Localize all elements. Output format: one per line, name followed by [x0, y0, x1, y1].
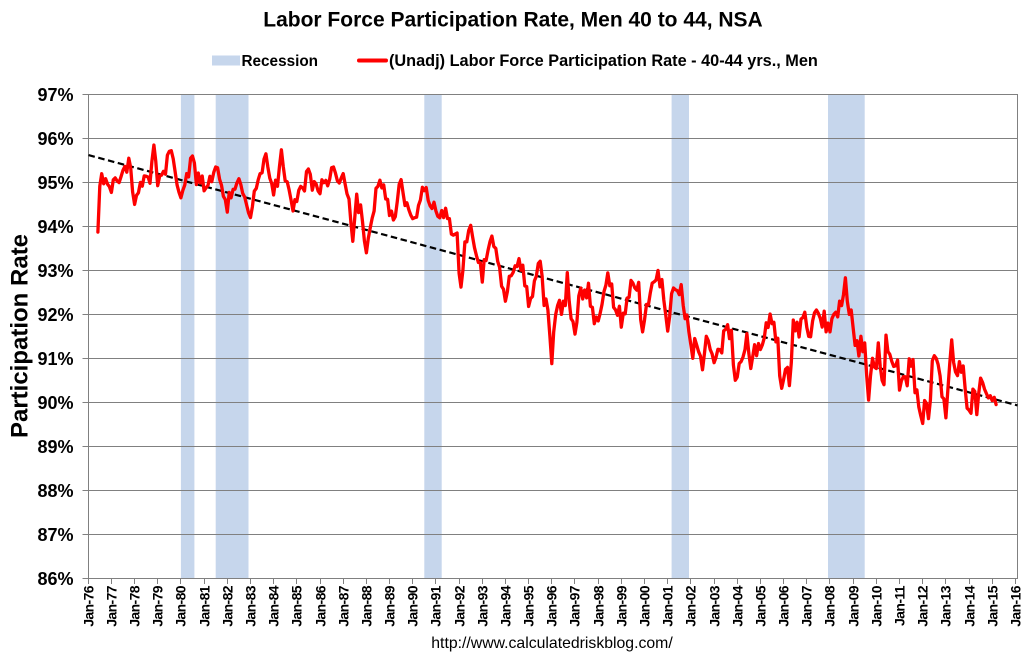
svg-text:96%: 96% [37, 129, 73, 149]
svg-text:Jan-16: Jan-16 [1008, 585, 1024, 627]
svg-text:Jan-86: Jan-86 [313, 585, 329, 627]
svg-text:Jan-98: Jan-98 [591, 585, 607, 627]
svg-text:97%: 97% [37, 85, 73, 105]
svg-text:Jan-96: Jan-96 [544, 585, 560, 627]
svg-text:88%: 88% [37, 481, 73, 501]
svg-text:Jan-78: Jan-78 [127, 585, 143, 627]
svg-text:Jan-99: Jan-99 [614, 585, 630, 627]
svg-text:Jan-94: Jan-94 [498, 585, 514, 627]
svg-text:Jan-83: Jan-83 [243, 585, 259, 627]
svg-text:Jan-95: Jan-95 [521, 585, 537, 627]
svg-text:Jan-09: Jan-09 [846, 585, 862, 627]
svg-text:94%: 94% [37, 217, 73, 237]
svg-text:Jan-10: Jan-10 [869, 585, 885, 627]
svg-text:Jan-93: Jan-93 [475, 585, 491, 627]
svg-text:Jan-80: Jan-80 [173, 585, 189, 627]
svg-text:Jan-05: Jan-05 [753, 585, 769, 627]
svg-text:Jan-88: Jan-88 [359, 585, 375, 627]
svg-text:(Unadj) Labor Force Participat: (Unadj) Labor Force Participation Rate -… [389, 52, 818, 70]
svg-text:Jan-85: Jan-85 [289, 585, 305, 627]
svg-text:Recession: Recession [242, 53, 319, 70]
svg-text:Jan-79: Jan-79 [150, 585, 166, 627]
svg-text:87%: 87% [37, 525, 73, 545]
svg-text:Jan-89: Jan-89 [382, 585, 398, 627]
svg-text:Jan-06: Jan-06 [776, 585, 792, 627]
svg-text:Jan-13: Jan-13 [938, 585, 954, 627]
svg-text:Jan-15: Jan-15 [985, 585, 1001, 627]
svg-text:90%: 90% [37, 393, 73, 413]
svg-text:Labor Force Participation Rate: Labor Force Participation Rate, Men 40 t… [263, 9, 762, 32]
svg-text:89%: 89% [37, 437, 73, 457]
svg-text:Jan-08: Jan-08 [822, 585, 838, 627]
svg-text:Jan-92: Jan-92 [452, 585, 468, 627]
svg-text:Jan-00: Jan-00 [637, 585, 653, 627]
svg-text:Jan-90: Jan-90 [405, 585, 421, 627]
svg-text:Jan-07: Jan-07 [799, 585, 815, 627]
svg-text:95%: 95% [37, 173, 73, 193]
svg-text:Participation Rate: Participation Rate [7, 234, 34, 438]
svg-text:Jan-01: Jan-01 [660, 585, 676, 627]
svg-text:Jan-12: Jan-12 [915, 585, 931, 627]
svg-text:91%: 91% [37, 349, 73, 369]
svg-text:86%: 86% [37, 569, 73, 589]
svg-text:Jan-03: Jan-03 [707, 585, 723, 627]
svg-text:Jan-91: Jan-91 [428, 585, 444, 627]
svg-text:Jan-87: Jan-87 [336, 585, 352, 627]
svg-text:Jan-77: Jan-77 [104, 585, 120, 627]
svg-text:Jan-02: Jan-02 [683, 585, 699, 627]
svg-text:Jan-76: Jan-76 [81, 585, 97, 627]
svg-text:93%: 93% [37, 261, 73, 281]
svg-text:Jan-04: Jan-04 [730, 585, 746, 627]
svg-text:http://www.calculatedriskblog.: http://www.calculatedriskblog.com/ [431, 635, 673, 652]
svg-text:Jan-97: Jan-97 [567, 585, 583, 627]
svg-text:Jan-82: Jan-82 [220, 585, 236, 627]
svg-text:92%: 92% [37, 305, 73, 325]
svg-text:Jan-84: Jan-84 [266, 585, 282, 627]
svg-text:Jan-11: Jan-11 [892, 585, 908, 626]
svg-text:Jan-81: Jan-81 [197, 585, 213, 627]
svg-text:Jan-14: Jan-14 [962, 585, 978, 627]
